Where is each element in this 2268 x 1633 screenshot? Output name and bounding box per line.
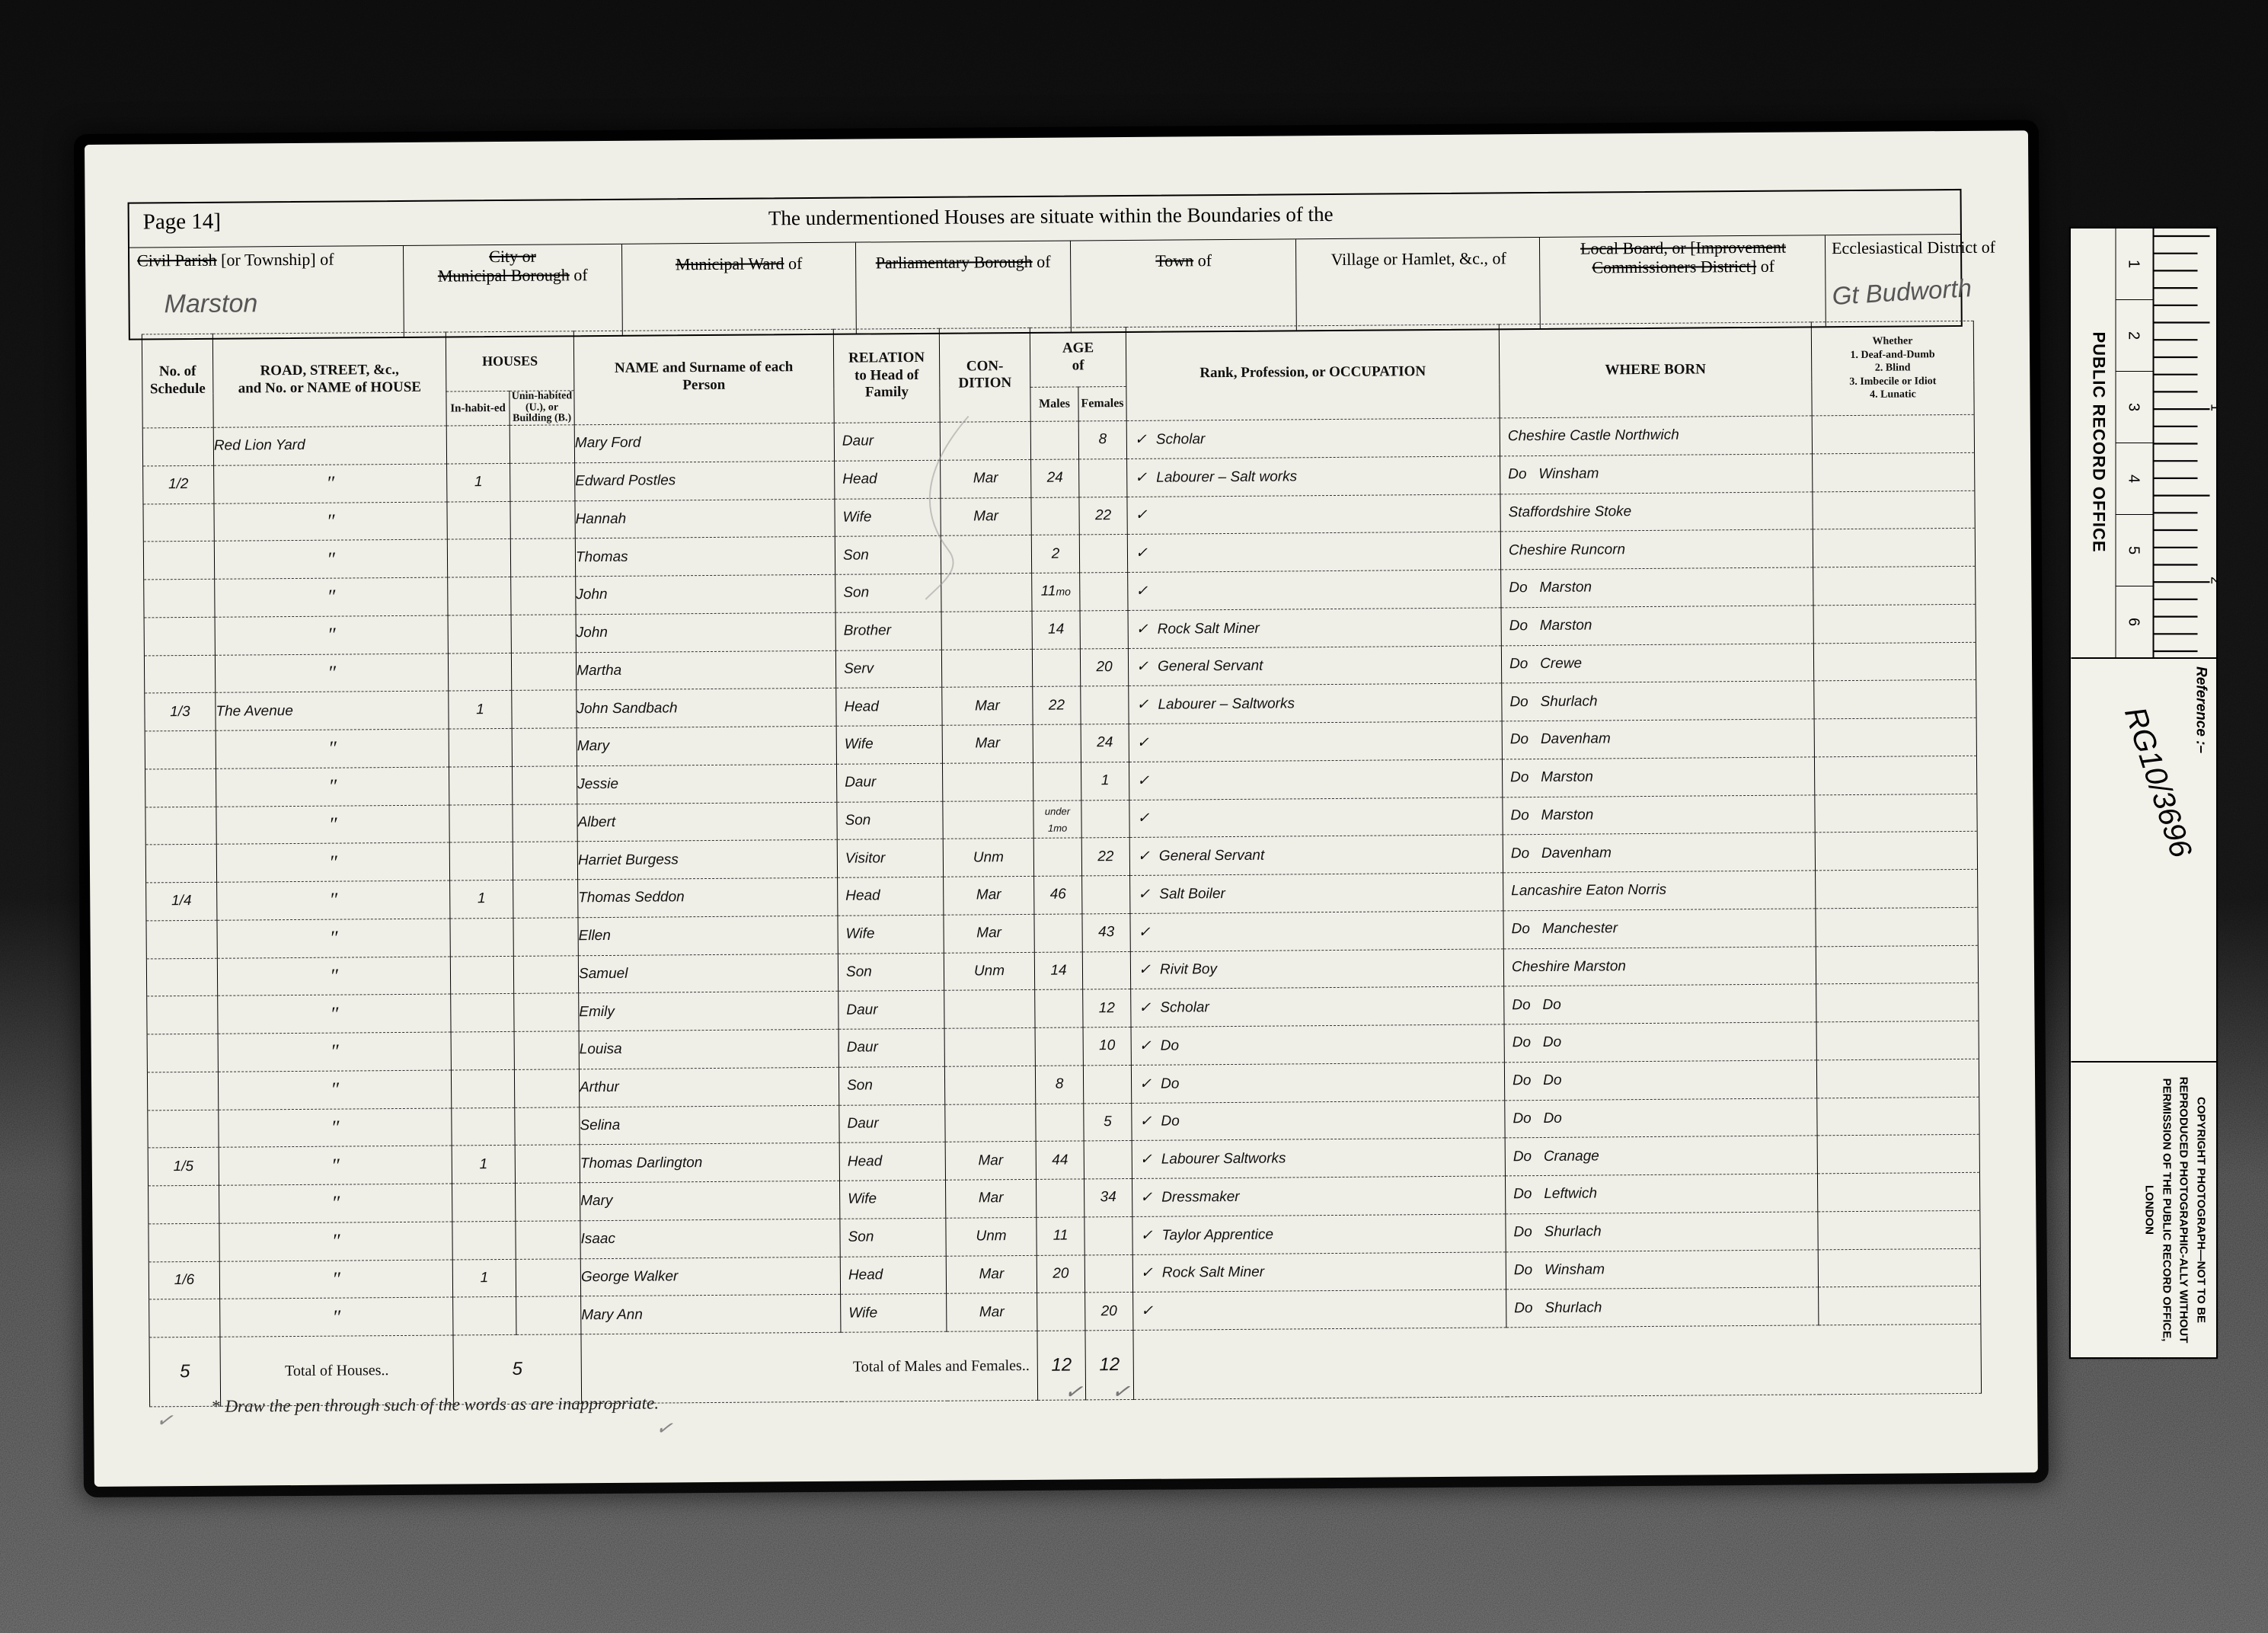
svg-text:2: 2	[2208, 577, 2216, 584]
svg-text:1: 1	[2208, 404, 2216, 411]
